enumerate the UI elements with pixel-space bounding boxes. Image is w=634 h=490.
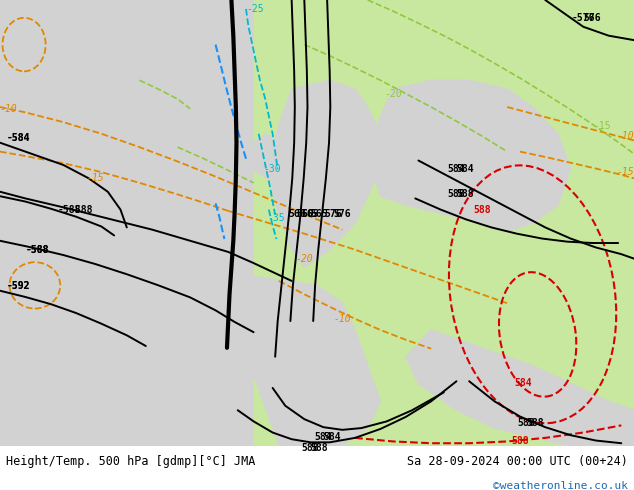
Text: 584: 584 [514,378,532,388]
Text: 588: 588 [311,443,328,453]
Polygon shape [0,0,634,446]
Text: 588: 588 [473,204,491,215]
Text: -15: -15 [616,167,634,177]
Text: -588: -588 [70,204,93,215]
Polygon shape [266,80,380,268]
Text: -25: -25 [246,4,264,14]
Polygon shape [368,80,571,232]
Text: Sa 28-09-2024 00:00 UTC (00+24): Sa 28-09-2024 00:00 UTC (00+24) [407,455,628,468]
Text: -588: -588 [25,245,49,255]
Text: 576: 576 [325,209,342,219]
Text: 588: 588 [511,436,529,445]
Text: -584: -584 [6,133,30,143]
Text: Height/Temp. 500 hPa [gdmp][°C] JMA: Height/Temp. 500 hPa [gdmp][°C] JMA [6,455,256,468]
Text: 560: 560 [297,209,314,219]
Text: 565: 565 [302,209,320,219]
Text: 584: 584 [456,165,474,174]
Polygon shape [254,134,279,178]
Polygon shape [0,0,139,143]
Text: 576: 576 [583,13,601,23]
Text: -592: -592 [6,281,30,291]
Text: 560: 560 [288,209,306,219]
Text: 588: 588 [456,189,474,199]
Text: 576: 576 [333,209,351,219]
Text: 565: 565 [311,209,328,219]
Polygon shape [0,143,254,446]
Text: 588: 588 [448,189,465,199]
Text: 584: 584 [448,165,465,174]
Text: -576: -576 [571,13,595,23]
Text: -588: -588 [25,245,49,255]
Polygon shape [254,72,634,446]
Text: 584: 584 [314,432,332,442]
Polygon shape [0,80,76,143]
Text: -592: -592 [6,281,30,291]
Text: -20: -20 [295,254,313,264]
Text: ©weatheronline.co.uk: ©weatheronline.co.uk [493,481,628,490]
Polygon shape [254,276,380,446]
Text: 584: 584 [323,432,341,442]
Polygon shape [0,0,38,31]
Text: -15: -15 [593,121,611,131]
Text: 588: 588 [526,417,544,428]
Polygon shape [254,0,634,72]
Text: -10: -10 [616,131,634,141]
Text: -20: -20 [384,89,402,98]
Text: -30: -30 [263,165,281,174]
Text: -584: -584 [6,133,30,143]
Text: -588: -588 [58,204,82,215]
Text: 588: 588 [302,443,320,453]
Text: -15: -15 [86,173,104,183]
Text: -10: -10 [333,314,351,324]
Text: 588: 588 [517,417,535,428]
Polygon shape [406,330,634,446]
Text: -10: -10 [0,104,18,114]
Text: -35: -35 [268,214,285,223]
